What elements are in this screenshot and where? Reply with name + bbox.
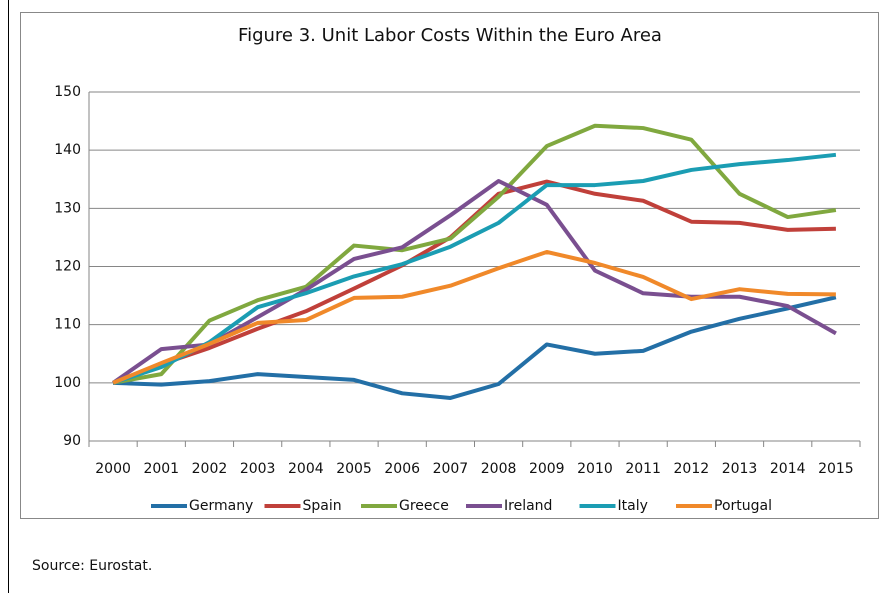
chart-frame bbox=[20, 12, 879, 519]
x-tick-label: 2008 bbox=[481, 461, 517, 477]
legend-label: Italy bbox=[618, 498, 648, 514]
series-line bbox=[112, 152, 837, 385]
y-tick-label: 100 bbox=[54, 375, 81, 391]
y-tick-label: 120 bbox=[54, 259, 81, 275]
x-tick-label: 2012 bbox=[674, 461, 710, 477]
legend-label: Germany bbox=[189, 498, 253, 514]
x-tick-label: 2006 bbox=[384, 461, 420, 477]
x-tick-label: 2004 bbox=[288, 461, 324, 477]
x-tick-label: 2014 bbox=[770, 461, 806, 477]
series-line bbox=[112, 249, 836, 385]
legend-label: Greece bbox=[399, 498, 449, 514]
x-tick-label: 2003 bbox=[240, 461, 276, 477]
x-tick-label: 2000 bbox=[95, 461, 131, 477]
y-tick-label: 90 bbox=[63, 433, 81, 449]
x-tick-label: 2009 bbox=[529, 461, 565, 477]
chart-title: Figure 3. Unit Labor Costs Within the Eu… bbox=[238, 25, 662, 46]
x-tick-label: 2011 bbox=[625, 461, 661, 477]
series-line bbox=[111, 178, 837, 385]
y-tick-label: 140 bbox=[54, 142, 81, 158]
y-tick-label: 150 bbox=[54, 84, 81, 100]
legend-label: Ireland bbox=[504, 498, 552, 514]
y-tick-label: 130 bbox=[54, 200, 81, 216]
y-tick-label: 110 bbox=[54, 317, 81, 333]
x-tick-label: 2005 bbox=[336, 461, 372, 477]
legend-label: Spain bbox=[303, 498, 342, 514]
x-tick-label: 2007 bbox=[433, 461, 469, 477]
x-tick-label: 2013 bbox=[722, 461, 758, 477]
series-line bbox=[113, 295, 837, 400]
legend-label: Portugal bbox=[714, 498, 772, 514]
x-tick-label: 2010 bbox=[577, 461, 613, 477]
source-note: Source: Eurostat. bbox=[32, 558, 152, 574]
x-tick-label: 2015 bbox=[818, 461, 854, 477]
x-tick-label: 2001 bbox=[143, 461, 179, 477]
x-tick-label: 2002 bbox=[192, 461, 228, 477]
